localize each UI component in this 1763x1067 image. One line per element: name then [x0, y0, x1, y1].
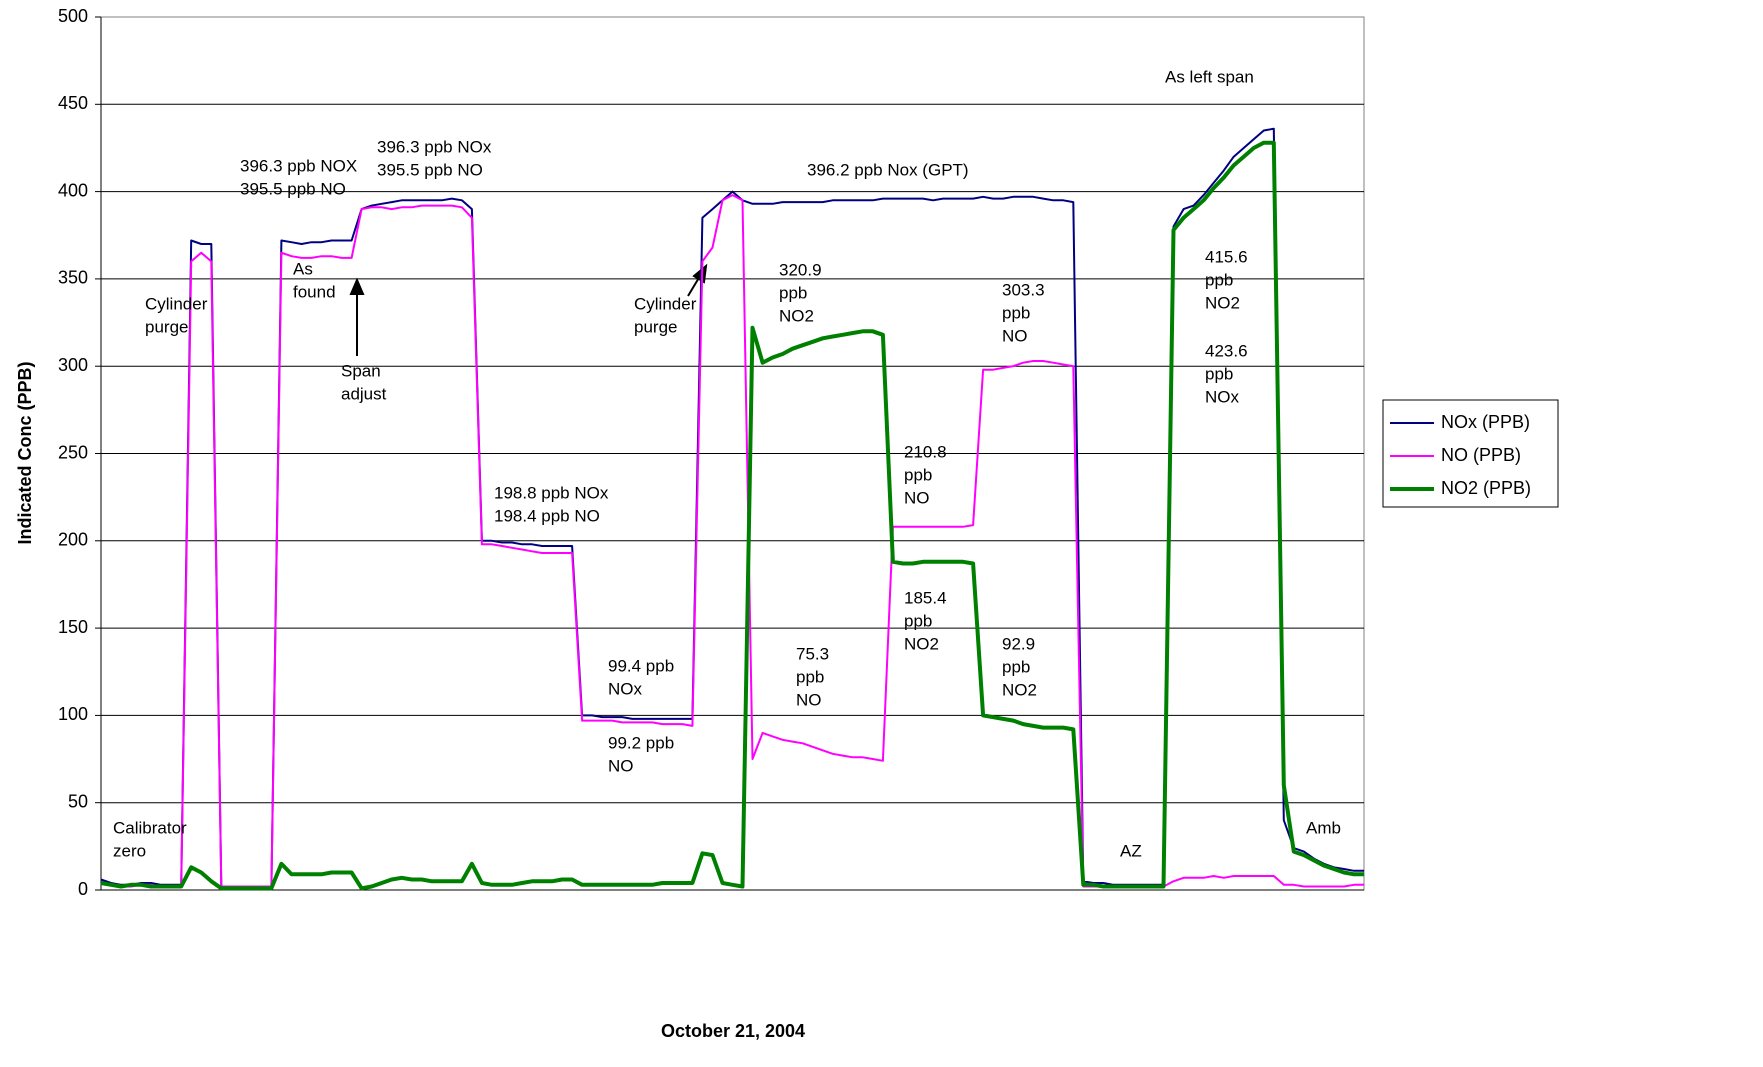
annotation: As left span: [1165, 67, 1254, 86]
annotation: Calibrator: [113, 818, 187, 837]
annotation: Cylinder: [634, 294, 697, 313]
annotation: ppb: [1002, 657, 1030, 676]
annotation: 99.2 ppb: [608, 733, 674, 752]
annotation: Span: [341, 361, 381, 380]
annotation: purge: [634, 317, 677, 336]
annotation: 415.6: [1205, 247, 1248, 266]
annotation: NOx: [1205, 387, 1240, 406]
legend-label: NO2 (PPB): [1441, 478, 1531, 498]
annotation: 396.3 ppb NOx: [377, 137, 492, 156]
annotation: NO2: [904, 634, 939, 653]
annotation: NO: [904, 488, 930, 507]
annotation: ppb: [904, 465, 932, 484]
annotation: NOx: [608, 679, 643, 698]
annotation: ppb: [1002, 303, 1030, 322]
annotation: found: [293, 282, 336, 301]
y-tick-label: 450: [58, 93, 88, 113]
annotation: 92.9: [1002, 634, 1035, 653]
annotation: 99.4 ppb: [608, 656, 674, 675]
annotation: adjust: [341, 384, 387, 403]
annotation: 198.4 ppb NO: [494, 506, 600, 525]
annotation: ppb: [779, 283, 807, 302]
y-tick-label: 100: [58, 704, 88, 724]
x-axis-label: October 21, 2004: [661, 1021, 805, 1041]
y-tick-label: 300: [58, 355, 88, 375]
y-tick-label: 500: [58, 6, 88, 26]
annotation: 423.6: [1205, 341, 1248, 360]
annotation: NO: [608, 756, 634, 775]
annotation: purge: [145, 317, 188, 336]
y-tick-label: 50: [68, 791, 88, 811]
annotation: 303.3: [1002, 280, 1045, 299]
annotation: 395.5 ppb NO: [240, 179, 346, 198]
annotation: Amb: [1306, 818, 1341, 837]
annotation: Cylinder: [145, 294, 208, 313]
y-tick-label: 400: [58, 180, 88, 200]
annotation: 75.3: [796, 644, 829, 663]
y-tick-label: 0: [78, 879, 88, 899]
annotation: NO: [1002, 326, 1028, 345]
legend-label: NO (PPB): [1441, 445, 1521, 465]
annotation: AZ: [1120, 841, 1142, 860]
annotation: ppb: [904, 611, 932, 630]
y-tick-label: 200: [58, 530, 88, 550]
y-tick-label: 250: [58, 442, 88, 462]
annotation: ppb: [796, 667, 824, 686]
annotation: ppb: [1205, 364, 1233, 383]
annotation: 185.4: [904, 588, 947, 607]
annotation: 320.9: [779, 260, 822, 279]
series-line: [100, 140, 1364, 891]
legend-label: NOx (PPB): [1441, 412, 1530, 432]
annotation: 395.5 ppb NO: [377, 160, 483, 179]
annotation: NO2: [1205, 293, 1240, 312]
annotation: NO: [796, 690, 822, 709]
y-tick-label: 150: [58, 617, 88, 637]
annotation: As: [293, 259, 313, 278]
arrow-head: [349, 277, 365, 295]
annotation: NO2: [1002, 680, 1037, 699]
annotation: 210.8: [904, 442, 947, 461]
annotation: ppb: [1205, 270, 1233, 289]
y-axis-label: Indicated Conc (PPB): [15, 361, 35, 544]
annotation: 198.8 ppb NOx: [494, 483, 609, 502]
annotation: 396.2 ppb Nox (GPT): [807, 160, 969, 179]
y-tick-label: 350: [58, 268, 88, 288]
annotation: NO2: [779, 306, 814, 325]
annotation: 396.3 ppb NOX: [240, 156, 357, 175]
annotation: zero: [113, 841, 146, 860]
